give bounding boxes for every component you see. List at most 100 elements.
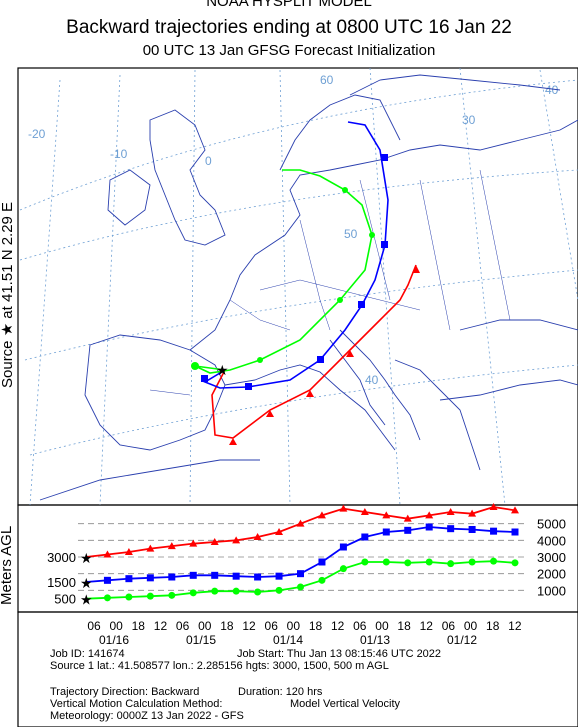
data-point-3000 [382,511,391,519]
data-point-500 [146,592,154,600]
x-tick-label: 06 [265,619,279,633]
data-point-1500 [168,573,176,581]
data-point-1500 [511,528,519,536]
x-date-label: 01/12 [447,633,477,647]
data-point-500 [511,559,519,567]
data-point-500 [361,558,369,566]
x-tick-label: 00 [287,619,301,633]
red-marker [266,410,274,417]
x-tick-label: 00 [198,619,212,633]
data-point-1500 [404,526,412,534]
green-marker [369,232,375,238]
trajectory-direction-text: Trajectory Direction: Backward [50,686,200,698]
red-marker [306,390,314,397]
data-point-1500 [339,543,347,551]
med-north-coast [224,364,396,451]
data-point-1500 [361,533,369,541]
data-point-3000 [253,533,262,540]
data-point-3000 [360,508,369,515]
data-point-3000 [468,509,477,517]
source-star-icon: ★ [80,575,93,591]
red-trajectory-3000m [211,264,417,439]
data-point-500 [404,559,412,567]
green-marker [191,362,199,370]
y-tick-label: 2000 [537,567,566,582]
x-tick-label: 00 [375,619,389,633]
data-point-3000 [275,528,284,535]
data-point-1500 [275,572,283,580]
lon-label: 30 [462,113,476,127]
red-marker [229,438,237,445]
y-tick-label: 3000 [537,550,566,565]
data-point-500 [447,560,455,568]
scandinavia-outline [279,94,401,171]
lon-label: 0 [205,154,212,168]
balkans-coast [394,359,481,471]
graticule-labels: -20 -10 0 30 40 60 50 40 [28,73,559,387]
lon-label: -10 [110,147,128,161]
green-marker [337,297,343,303]
y-tick-label: 1000 [537,583,566,598]
data-point-3000 [403,514,412,522]
baltic-outline [349,74,561,96]
africa-coast [39,459,260,501]
forecast-init-subtitle: 00 UTC 13 Jan GFSG Forecast Initializati… [142,42,436,59]
data-point-500 [318,576,326,584]
data-point-1500 [297,570,304,578]
data-point-500 [490,557,498,565]
profile-series [85,503,519,602]
data-point-3000 [425,511,434,519]
green-marker [342,187,348,193]
start-height-label: 500 [54,592,76,607]
data-point-1500 [382,528,390,536]
x-tick-label: 18 [486,619,500,633]
footer-frame [17,611,578,727]
data-point-500 [168,591,176,599]
turkey-coast [439,379,578,401]
x-tick-label: 12 [154,619,168,633]
data-point-3000 [511,506,519,514]
lat-label: 60 [320,73,334,87]
blue-trajectory-1500m [203,121,389,389]
great-britain-outline [149,109,226,246]
blue-marker [381,241,388,248]
data-point-3000 [317,511,326,519]
blue-marker [381,154,388,161]
italy-west [329,339,386,426]
x-tick-labels: 06 00 18 12 06 00 18 12 06 00 18 12 06 00 18 12 06 00 18 12… [87,619,522,647]
x-tick-label: 00 [464,619,478,633]
x-tick-label: 06 [176,619,190,633]
data-point-3000 [446,508,455,515]
italy-east [339,329,421,441]
x-date-label: 01/13 [360,633,390,647]
data-point-3000 [296,519,305,527]
blue-marker [201,375,208,382]
data-point-500 [211,587,219,595]
map-frame [17,67,578,506]
start-height-label: 3000 [47,550,76,565]
x-tick-label: 12 [331,619,345,633]
source-info-text: Source 1 lat.: 41.508577 lon.: 2.285156 … [50,660,389,672]
data-point-500 [232,587,240,595]
data-point-1500 [318,558,326,566]
source-star-icon: ★ [80,550,93,566]
data-point-3000 [339,504,348,512]
x-date-label: 01/15 [186,633,216,647]
data-point-3000 [232,536,241,544]
duration-text: Duration: 120 hrs [238,686,323,698]
start-height-label: 1500 [47,575,76,590]
x-date-label: 01/14 [273,633,303,647]
data-point-3000 [146,544,155,552]
map-markers: ★ [191,154,420,445]
data-point-500 [125,593,133,601]
start-height-labels: 3000 ★ 1500 ★ 500 ★ [47,550,92,608]
data-point-3000 [167,542,176,550]
vertical-motion-text: Vertical Motion Calculation Method: [50,698,223,710]
data-point-500 [297,583,304,591]
data-point-1500 [425,523,433,531]
data-point-1500 [232,572,240,580]
y-tick-label: 5000 [537,517,566,532]
data-point-500 [339,565,347,573]
lon-label: 40 [545,83,559,97]
